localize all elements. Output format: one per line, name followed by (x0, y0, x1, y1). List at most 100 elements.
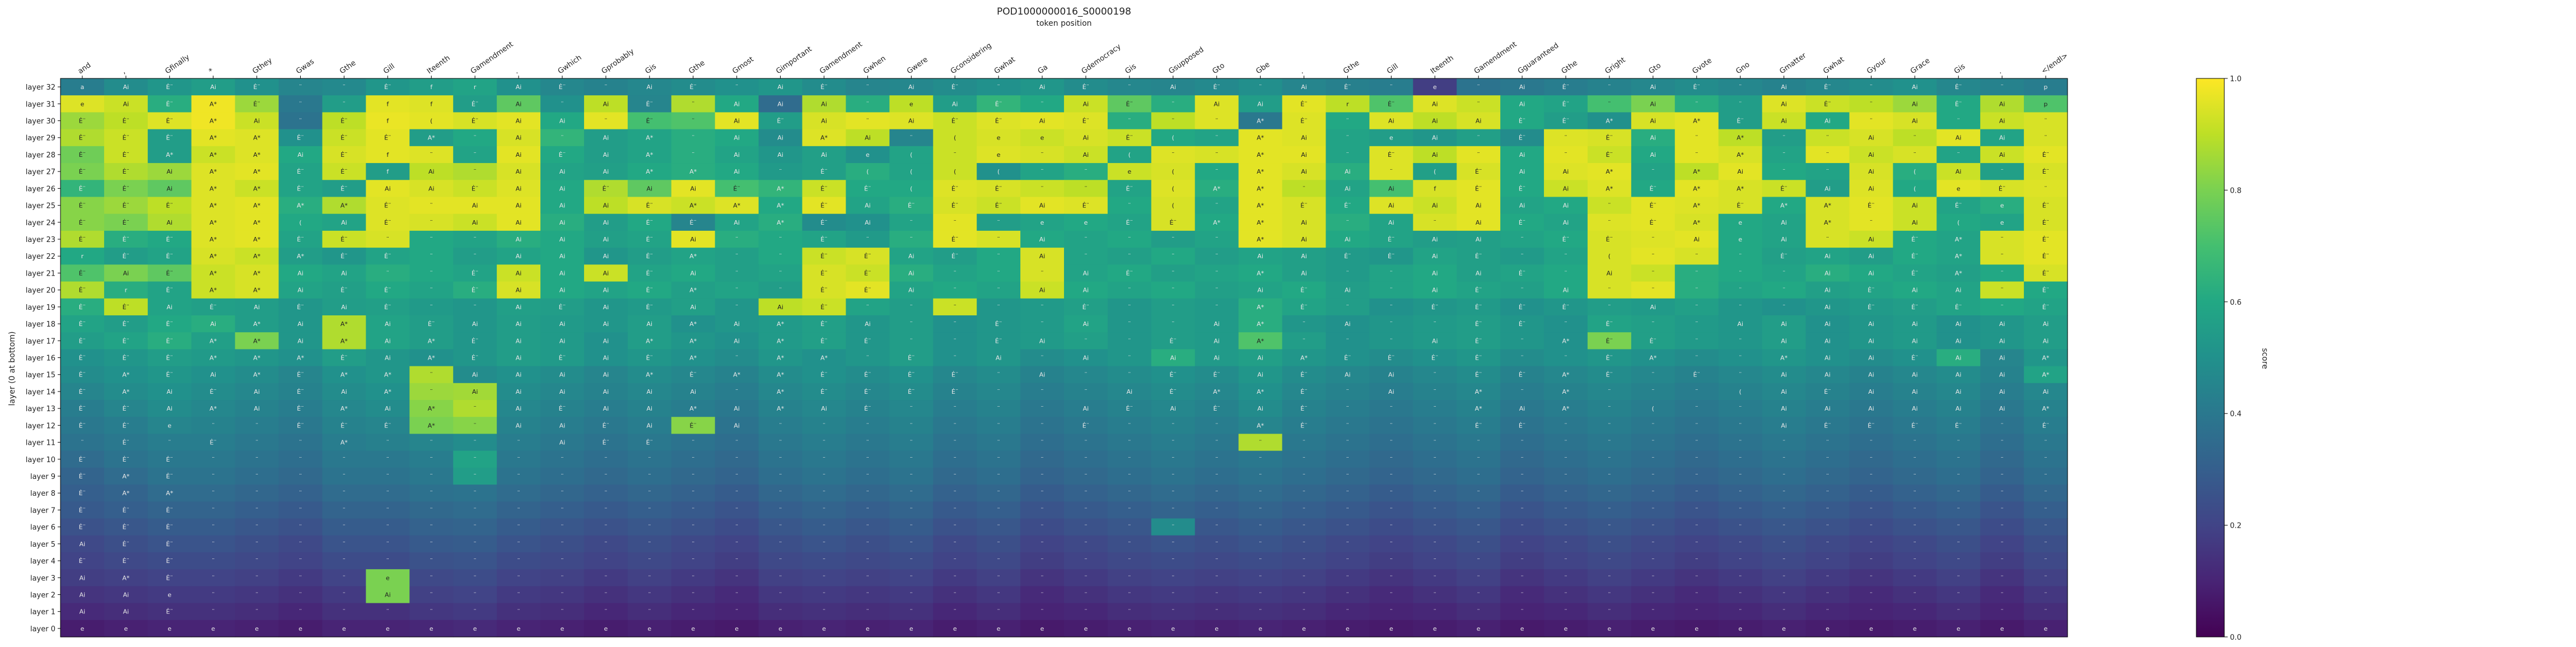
cell-token-label: ¨ (866, 574, 870, 581)
x-tick-label: Gamendment (1473, 40, 1519, 76)
cell-token-label: ¨ (1870, 456, 1873, 463)
cell-token-label: Ė¨ (1300, 371, 1307, 379)
cell-token-label: A* (1824, 219, 1832, 226)
cell-token-label: Ė¨ (79, 168, 86, 175)
cell-token-label: A* (777, 337, 785, 345)
heatmap-cell (1282, 146, 1327, 164)
cell-token-label: ¨ (2000, 83, 2004, 91)
cell-token-label: Ai (1781, 337, 1787, 345)
cell-token-label: e (1127, 625, 1131, 632)
cell-token-label: ¨ (866, 439, 870, 446)
cell-token-label: ¨ (212, 608, 215, 616)
cell-token-label: ¨ (386, 456, 390, 463)
cell-token-label: ¨ (1870, 100, 1873, 108)
cell-token-label: Ai (1388, 202, 1394, 210)
cell-token-label: Ai (821, 118, 827, 125)
cell-token-label: ¨ (1040, 168, 1044, 175)
heatmap-cell (977, 197, 1021, 215)
heatmap-cell (802, 78, 847, 96)
heatmap-cell (366, 95, 410, 113)
cell-token-label: ¨ (1520, 388, 1524, 395)
cell-token-label: ¨ (255, 473, 259, 480)
cell-token-label: Ė¨ (1955, 304, 1962, 311)
heatmap-cell (933, 281, 977, 299)
cell-token-label: ¨ (561, 506, 564, 514)
cell-token-label: ¨ (1651, 473, 1655, 480)
heatmap-cell (60, 180, 105, 198)
cell-token-label: Ė¨ (1475, 422, 1482, 429)
cell-token-label: ( (954, 134, 956, 142)
cell-token-label: A* (253, 219, 261, 226)
cell-token-label: ¨ (473, 134, 477, 142)
cell-token-label: ¨ (604, 591, 608, 598)
heatmap-cell (409, 129, 454, 147)
heatmap-cell (1238, 129, 1283, 147)
heatmap-cell (1587, 146, 1632, 164)
cell-token-label: Ai (559, 118, 566, 125)
cell-token-label: ¨ (561, 591, 564, 598)
cell-token-label: e (1258, 625, 1262, 632)
cell-token-label: A* (209, 355, 217, 362)
cell-token-label: ¨ (386, 608, 390, 616)
cell-token-label: Ė¨ (166, 287, 173, 294)
cell-token-label: Ai (1083, 100, 1089, 108)
heatmap-cell (846, 146, 890, 164)
heatmap-cell (758, 163, 803, 180)
x-tick-label: * (207, 67, 215, 76)
cell-token-label: Ė¨ (2042, 202, 2049, 210)
cell-token-label: Ai (1912, 337, 1918, 345)
heatmap-cell (1500, 163, 1544, 180)
cell-token-label: Ai (1781, 100, 1787, 108)
cell-token-label: ¨ (779, 506, 782, 514)
x-tick-label: Iteenth (1429, 54, 1455, 76)
cell-token-label: Ė¨ (79, 405, 86, 412)
heatmap-cell (1238, 197, 1283, 215)
heatmap-cell (758, 281, 803, 299)
cell-token-label: ¨ (1346, 473, 1350, 480)
y-tick-label: layer 7 (30, 506, 55, 515)
cell-token-label: Ai (647, 185, 653, 192)
cell-token-label: A* (428, 355, 436, 362)
cell-token-label: A* (209, 185, 217, 192)
cell-token-label: ¨ (1128, 355, 1131, 362)
cell-token-label: A* (209, 168, 217, 175)
cell-token-label: ¨ (212, 490, 215, 497)
cell-token-label: ¨ (1390, 490, 1393, 497)
y-tick-label: layer 20 (26, 287, 55, 295)
cell-token-label: ¨ (1651, 320, 1655, 328)
heatmap-cell (584, 298, 628, 316)
cell-token-label: A* (209, 236, 217, 243)
heatmap-cell (1980, 281, 2024, 299)
heatmap-cell (409, 298, 454, 316)
heatmap-cell (453, 180, 497, 198)
cell-token-label: ¨ (604, 456, 608, 463)
heatmap-cell (1413, 129, 1457, 147)
cell-token-label: Ai (1912, 388, 1918, 395)
cell-token-label: Ai (1868, 388, 1874, 395)
cell-token-label: Ė¨ (1475, 355, 1482, 362)
cell-token-label: ¨ (1040, 473, 1044, 480)
cell-token-label: ¨ (866, 557, 870, 565)
cell-token-label: Ai (1781, 83, 1787, 91)
cell-token-label: ¨ (430, 236, 433, 243)
cell-token-label: ¨ (1215, 151, 1219, 159)
cell-token-label: Ai (297, 151, 304, 159)
cell-token-label: Ė¨ (1519, 269, 1525, 277)
heatmap-cell (715, 298, 759, 316)
cell-token-label: Ė¨ (209, 439, 216, 446)
heatmap-cell (191, 230, 236, 248)
cell-token-label: ¨ (997, 236, 1000, 243)
cell-token-label: ¨ (1215, 202, 1219, 210)
cell-token-label: Ai (734, 405, 740, 412)
cell-token-label: ¨ (1651, 557, 1655, 565)
heatmap-cell (235, 146, 279, 164)
heatmap-cell (1587, 230, 1632, 248)
heatmap-cell (1457, 213, 1501, 231)
heatmap-cell (1718, 197, 1763, 215)
heatmap-cell (1936, 180, 1981, 198)
cell-token-label: Ė¨ (2042, 287, 2049, 294)
cell-token-label: Ai (1781, 118, 1787, 125)
cell-token-label: f (386, 168, 389, 175)
cell-token-label: A* (1257, 236, 1264, 243)
heatmap-cell (540, 213, 585, 231)
